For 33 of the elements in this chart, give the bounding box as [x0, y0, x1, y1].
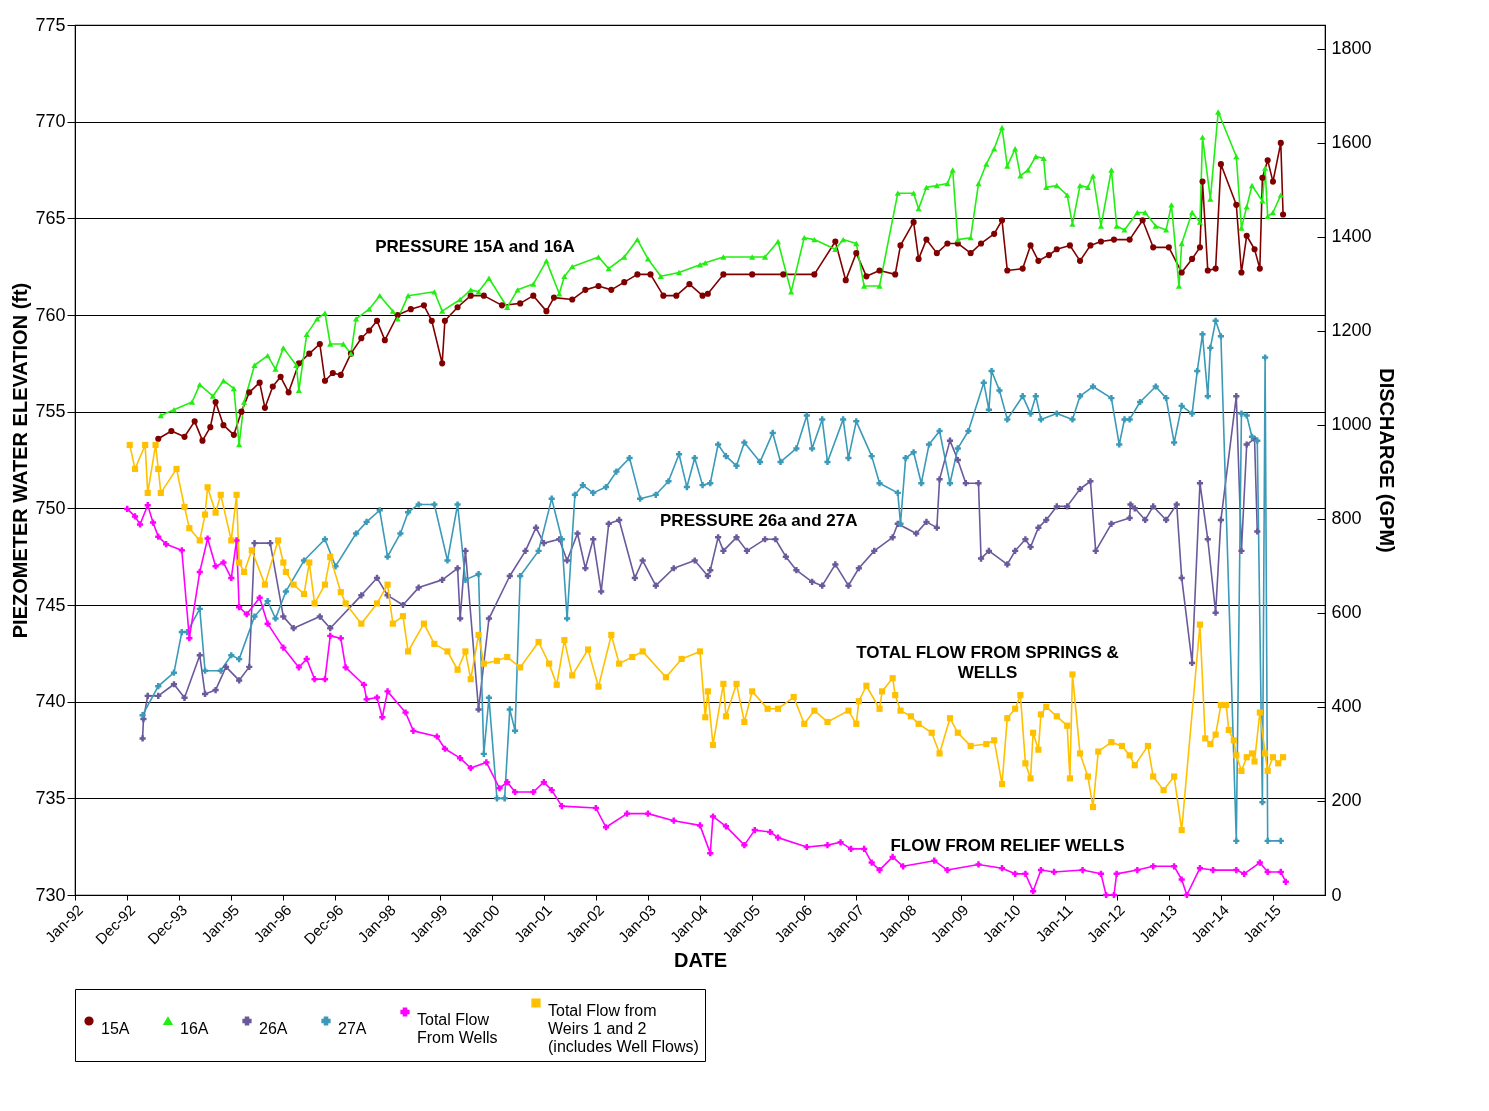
- y2-tick-label: 600: [1331, 602, 1362, 623]
- legend-label: Total Flow from Weirs 1 and 2 (includes Well Flows): [548, 1002, 699, 1055]
- y2-tick-label: 1400: [1331, 226, 1372, 247]
- legend-label: 15A: [101, 1020, 130, 1037]
- legend-label: Total Flow From Wells: [417, 1011, 498, 1046]
- legend-label: 16A: [180, 1020, 209, 1037]
- legend-label: 26A: [259, 1020, 288, 1037]
- annotation: PRESSURE 26a and 27A: [660, 510, 858, 530]
- y-tick-label: 765: [35, 207, 66, 228]
- y-tick-label: 755: [35, 401, 66, 422]
- y2-tick-label: 0: [1331, 884, 1342, 905]
- y2-axis-title: DISCHARGE (GPM): [1375, 368, 1398, 553]
- annotation: TOTAL FLOW FROM SPRINGS & WELLS: [856, 643, 1119, 683]
- y-tick-label: 750: [35, 497, 66, 518]
- annotation: FLOW FROM RELIEF WELLS: [890, 836, 1125, 856]
- x-axis-title: DATE: [674, 949, 727, 972]
- y2-tick-label: 1600: [1331, 132, 1372, 153]
- y-tick-label: 730: [35, 884, 66, 905]
- y2-tick-label: 1800: [1331, 38, 1372, 59]
- y-tick-label: 775: [35, 14, 66, 35]
- annotation: PRESSURE 15A and 16A: [375, 236, 575, 256]
- y2-tick-label: 1200: [1331, 320, 1372, 341]
- legend-label: 27A: [338, 1020, 367, 1037]
- y2-tick-label: 1000: [1331, 414, 1372, 435]
- y-axis-title: PIEZOMETER WATER ELEVATION (ft): [9, 282, 32, 639]
- y-tick-label: 745: [35, 594, 66, 615]
- y2-tick-label: 800: [1331, 508, 1362, 529]
- y-tick-label: 760: [35, 304, 66, 325]
- y-tick-label: 735: [35, 787, 66, 808]
- y2-tick-label: 400: [1331, 696, 1362, 717]
- y2-tick-label: 200: [1331, 790, 1362, 811]
- y-tick-label: 770: [35, 111, 66, 132]
- y-tick-label: 740: [35, 691, 66, 712]
